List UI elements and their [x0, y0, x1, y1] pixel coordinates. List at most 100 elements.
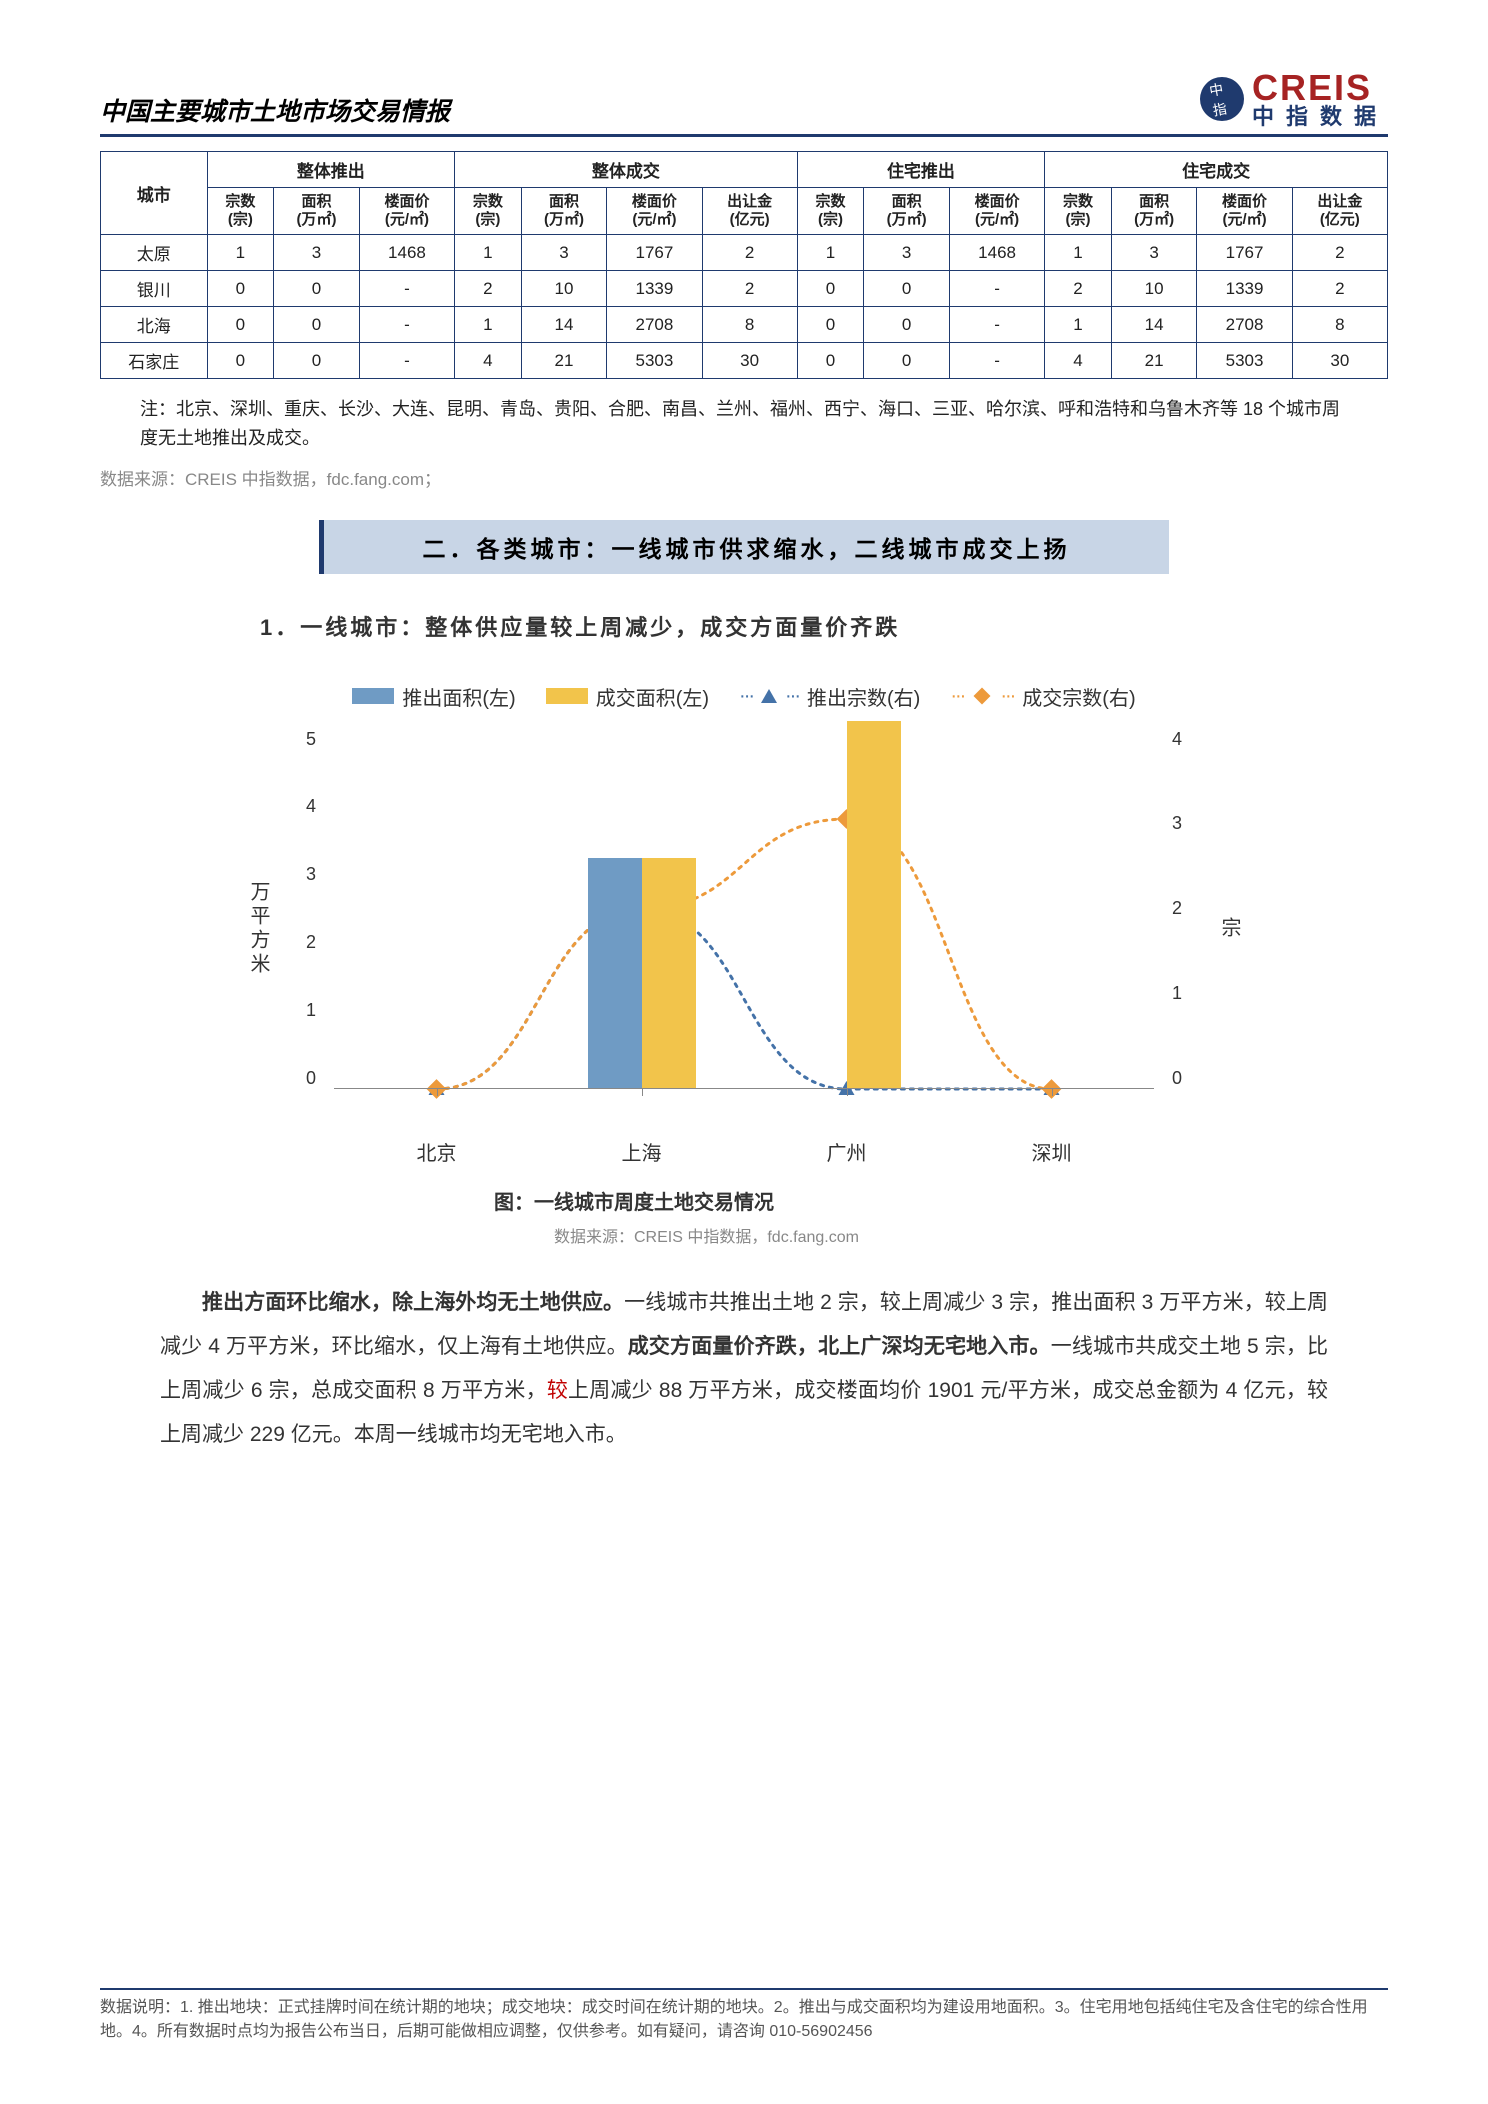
- table-body: 太原13146813176721314681317672银川00-2101339…: [101, 235, 1388, 379]
- diamond-marker-icon: [974, 688, 991, 705]
- cell-value: 2: [455, 271, 522, 307]
- bar-push-area: [588, 858, 642, 1088]
- y-tick-right: 0: [1172, 1068, 1182, 1089]
- cell-value: 0: [274, 271, 360, 307]
- cell-value: 2708: [607, 307, 702, 343]
- logo-text-cn: 中指数据: [1252, 106, 1388, 128]
- legend-label: 成交面积(左): [596, 682, 709, 711]
- col-city: 城市: [101, 152, 208, 235]
- col-group: 住宅推出: [797, 152, 1044, 188]
- table-row: 北海00-1142708800-11427088: [101, 307, 1388, 343]
- col-sub: 宗数(宗): [207, 188, 274, 235]
- cell-value: -: [949, 343, 1044, 379]
- bold-text: 成交方面量价齐跌，北上广深均无宅地入市。: [628, 1335, 1051, 1358]
- cell-value: 1339: [1197, 271, 1292, 307]
- y-tick-right: 1: [1172, 983, 1182, 1004]
- y-tick-left: 4: [306, 796, 316, 817]
- sub-heading: 1．一线城市：整体供应量较上周减少，成交方面量价齐跌: [260, 610, 1388, 642]
- legend-deal-area: 成交面积(左): [546, 682, 709, 711]
- cell-value: 1767: [607, 235, 702, 271]
- col-sub: 宗数(宗): [797, 188, 864, 235]
- cell-value: 1: [1045, 235, 1112, 271]
- cell-value: 8: [1292, 307, 1387, 343]
- category-label: 北京: [417, 1137, 457, 1166]
- cell-value: 2: [1045, 271, 1112, 307]
- dotted-line-icon: ···: [1000, 685, 1014, 708]
- cell-value: 4: [455, 343, 522, 379]
- col-sub: 宗数(宗): [1045, 188, 1112, 235]
- col-sub: 面积(万㎡): [1111, 188, 1197, 235]
- cell-city: 石家庄: [101, 343, 208, 379]
- cell-value: 2708: [1197, 307, 1292, 343]
- bars-container: [334, 729, 1154, 1089]
- chart-caption: 图：一线城市周度土地交易情况: [494, 1186, 1194, 1215]
- cell-value: 21: [1111, 343, 1197, 379]
- dotted-line-icon: ···: [739, 685, 753, 708]
- cell-city: 银川: [101, 271, 208, 307]
- cell-value: 1: [1045, 307, 1112, 343]
- col-group: 整体成交: [455, 152, 798, 188]
- city-data-table: 城市整体推出整体成交住宅推出住宅成交宗数(宗)面积(万㎡)楼面价(元/㎡)宗数(…: [100, 151, 1388, 379]
- table-row: 石家庄00-42153033000-421530330: [101, 343, 1388, 379]
- cell-value: 3: [864, 235, 950, 271]
- cell-value: 3: [274, 235, 360, 271]
- cell-value: 2: [1292, 235, 1387, 271]
- x-axis-baseline: [334, 1088, 1154, 1089]
- col-group: 住宅成交: [1045, 152, 1388, 188]
- table-row: 太原13146813176721314681317672: [101, 235, 1388, 271]
- bar-deal-area: [847, 721, 901, 1088]
- col-sub: 面积(万㎡): [274, 188, 360, 235]
- dotted-line-icon: ···: [785, 685, 799, 708]
- cell-value: 0: [864, 271, 950, 307]
- legend-deal-count: ··· ··· 成交宗数(右): [950, 682, 1135, 711]
- y-tick-left: 3: [306, 864, 316, 885]
- cell-value: 10: [521, 271, 607, 307]
- legend-push-count: ··· ··· 推出宗数(右): [739, 682, 920, 711]
- col-sub: 楼面价(元/㎡): [607, 188, 702, 235]
- logo-badge-icon: [1200, 77, 1244, 121]
- cell-value: 1: [797, 235, 864, 271]
- logo-text-en: CREIS: [1252, 70, 1388, 106]
- table-header: 城市整体推出整体成交住宅推出住宅成交宗数(宗)面积(万㎡)楼面价(元/㎡)宗数(…: [101, 152, 1388, 235]
- col-sub: 宗数(宗): [455, 188, 522, 235]
- col-sub: 出让金(亿元): [1292, 188, 1387, 235]
- y-tick-left: 2: [306, 932, 316, 953]
- y-tick-right: 3: [1172, 813, 1182, 834]
- col-sub: 楼面价(元/㎡): [359, 188, 454, 235]
- cell-value: 30: [702, 343, 797, 379]
- cell-value: -: [359, 307, 454, 343]
- cell-value: 8: [702, 307, 797, 343]
- bold-text: 推出方面环比缩水，除上海外均无土地供应。: [202, 1291, 624, 1314]
- y-axis-left-label: 万平方米: [244, 881, 273, 977]
- col-sub: 楼面价(元/㎡): [949, 188, 1044, 235]
- category-label: 上海: [622, 1137, 662, 1166]
- legend-label: 推出面积(左): [402, 682, 515, 711]
- category-label: 深圳: [1032, 1137, 1072, 1166]
- cell-value: 0: [864, 343, 950, 379]
- cell-value: 5303: [1197, 343, 1292, 379]
- report-title: 中国主要城市土地市场交易情报: [100, 92, 450, 128]
- swatch-deal-area: [546, 688, 588, 704]
- cell-value: -: [359, 271, 454, 307]
- cell-value: 10: [1111, 271, 1197, 307]
- cell-value: 0: [274, 307, 360, 343]
- cell-value: 21: [521, 343, 607, 379]
- chart-source: 数据来源：CREIS 中指数据，fdc.fang.com: [554, 1223, 1194, 1247]
- col-sub: 出让金(亿元): [702, 188, 797, 235]
- cell-value: 2: [702, 235, 797, 271]
- tier1-chart: 推出面积(左) 成交面积(左) ··· ··· 推出宗数(右) ··· ··· …: [294, 682, 1194, 1247]
- cell-value: 1468: [949, 235, 1044, 271]
- cell-value: 0: [207, 343, 274, 379]
- cell-value: 0: [274, 343, 360, 379]
- bar-group: [588, 858, 696, 1088]
- cell-value: 30: [1292, 343, 1387, 379]
- cell-value: 2: [1292, 271, 1387, 307]
- cell-value: 1339: [607, 271, 702, 307]
- triangle-marker-icon: [761, 689, 777, 703]
- y-tick-left: 5: [306, 729, 316, 750]
- section-title-banner: 二．各类城市：一线城市供求缩水，二线城市成交上扬: [319, 520, 1169, 574]
- cell-value: 5303: [607, 343, 702, 379]
- chart-legend: 推出面积(左) 成交面积(左) ··· ··· 推出宗数(右) ··· ··· …: [294, 682, 1194, 711]
- y-axis-left: 543210: [306, 729, 316, 1089]
- cell-city: 北海: [101, 307, 208, 343]
